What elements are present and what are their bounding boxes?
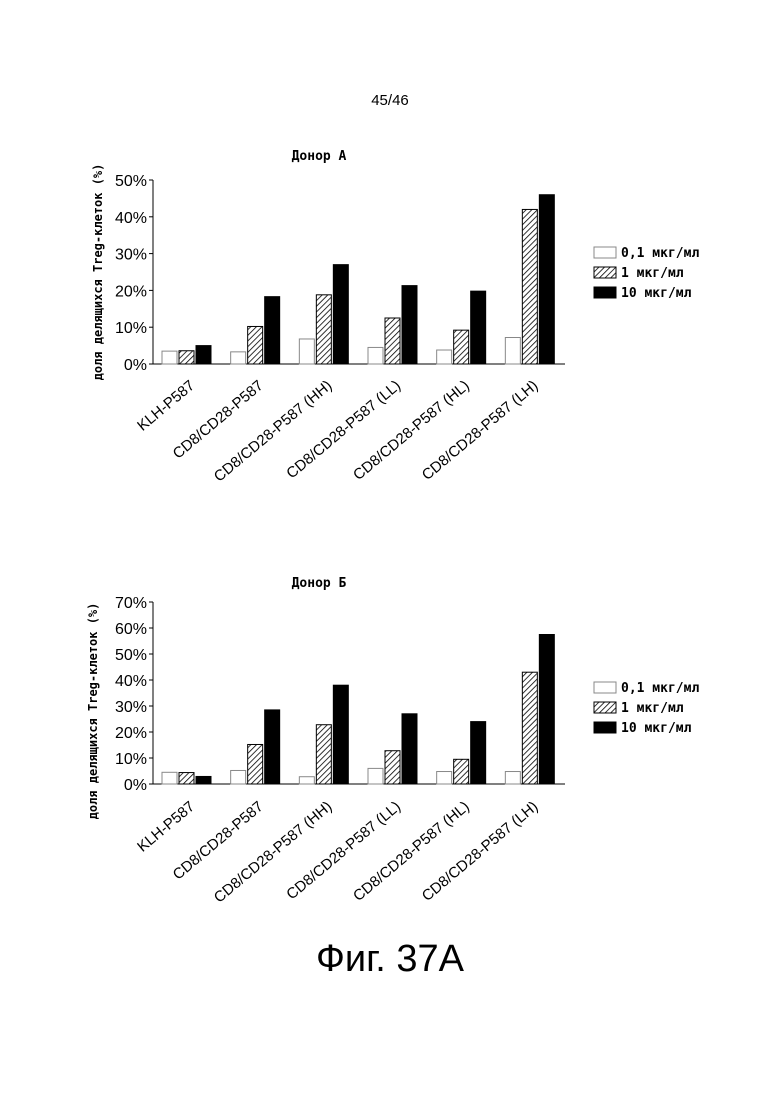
bar-2-1 [179,773,194,784]
bar-1-3 [299,777,314,784]
y-axis-label: доля делящихся Treg-клеток (%) [86,603,100,820]
bar-3-6 [539,635,554,785]
bar-3-4 [402,286,417,364]
category-label: CD8/CD28-P587 (LH) [419,377,542,484]
category-label: CD8/CD28-P587 (LH) [419,798,542,905]
y-tick-label: 10% [115,751,147,768]
y-tick-label: 30% [115,247,147,264]
bar-1-6 [505,338,520,364]
bar-3-6 [539,195,554,364]
legend-label-2: 1 мкг/мл [621,701,684,716]
bar-2-4 [385,318,400,364]
bar-2-2 [248,744,263,784]
category-label: KLH-P587 [134,377,198,435]
y-tick-label: 30% [115,699,147,716]
bar-1-5 [437,772,452,784]
bar-1-5 [437,350,452,364]
bar-3-1 [196,776,211,784]
bar-3-5 [471,722,486,784]
figure-caption: Фиг. 37А [0,938,780,981]
category-label: KLH-P587 [134,798,198,856]
category-label: CD8/CD28-P587 (LL) [283,377,404,482]
bar-2-6 [522,209,537,364]
bar-1-6 [505,772,520,784]
bar-2-5 [454,330,469,364]
legend-swatch-2 [594,702,616,713]
category-label: CD8/CD28-P587 (LL) [283,798,404,903]
category-label: CD8/CD28-P587 (HH) [211,377,336,485]
legend-swatch-1 [594,247,616,258]
legend-label-1: 0,1 мкг/мл [621,246,699,261]
y-axis-label: доля делящихся Treg-клеток (%) [91,164,105,381]
y-tick-label: 40% [115,673,147,690]
chart-donor-a: Донор А доля делящихся Treg-клеток (%) 0% 1… [0,130,780,530]
y-tick-label: 10% [115,320,147,337]
bar-1-3 [299,339,314,364]
y-tick-label: 20% [115,725,147,742]
y-tick-label: 0% [124,357,147,374]
y-tick-label: 50% [115,173,147,190]
bar-3-2 [265,710,280,784]
legend-swatch-3 [594,287,616,298]
bar-3-5 [471,291,486,364]
bar-3-4 [402,714,417,784]
category-label: CD8/CD28-P587 (HH) [211,798,336,906]
category-label: CD8/CD28-P587 (HL) [350,377,473,484]
y-tick-label: 0% [124,777,147,794]
chart-title: Донор А [292,149,347,164]
legend-label-3: 10 мкг/мл [621,286,692,301]
bar-2-2 [248,326,263,364]
y-tick-label: 70% [115,595,147,612]
page-number: 45/46 [0,92,780,109]
y-tick-label: 60% [115,621,147,638]
bar-2-5 [454,759,469,784]
bar-2-4 [385,751,400,784]
y-tick-label: 40% [115,210,147,227]
legend-swatch-2 [594,267,616,278]
bar-1-1 [162,772,177,784]
y-tick-label: 20% [115,283,147,300]
bar-3-2 [265,297,280,364]
bar-3-3 [333,265,348,364]
bar-2-3 [316,725,331,784]
legend-label-1: 0,1 мкг/мл [621,681,699,696]
bar-1-2 [231,770,246,784]
bar-1-2 [231,352,246,364]
legend-swatch-3 [594,722,616,733]
legend-label-2: 1 мкг/мл [621,266,684,281]
bar-2-3 [316,295,331,364]
y-tick-label: 50% [115,647,147,664]
category-label: CD8/CD28-P587 (HL) [350,798,473,905]
bar-3-1 [196,346,211,364]
legend-swatch-1 [594,682,616,693]
chart-donor-b: Донор Б доля делящихся Treg-клеток (%) 0% 1… [0,565,780,945]
bar-2-1 [179,351,194,364]
bar-1-1 [162,351,177,364]
bar-2-6 [522,672,537,784]
bar-1-4 [368,768,383,784]
bar-1-4 [368,347,383,364]
legend-label-3: 10 мкг/мл [621,721,692,736]
chart-title: Донор Б [292,576,347,591]
bar-3-3 [333,685,348,784]
